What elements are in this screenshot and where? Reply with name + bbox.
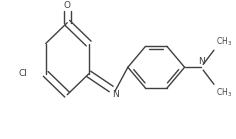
Text: N: N [112,90,119,99]
Text: CH$_3$: CH$_3$ [216,86,232,99]
Text: Cl: Cl [18,69,27,78]
Text: N: N [198,57,205,66]
Text: CH$_3$: CH$_3$ [216,36,232,48]
Text: O: O [64,1,71,10]
